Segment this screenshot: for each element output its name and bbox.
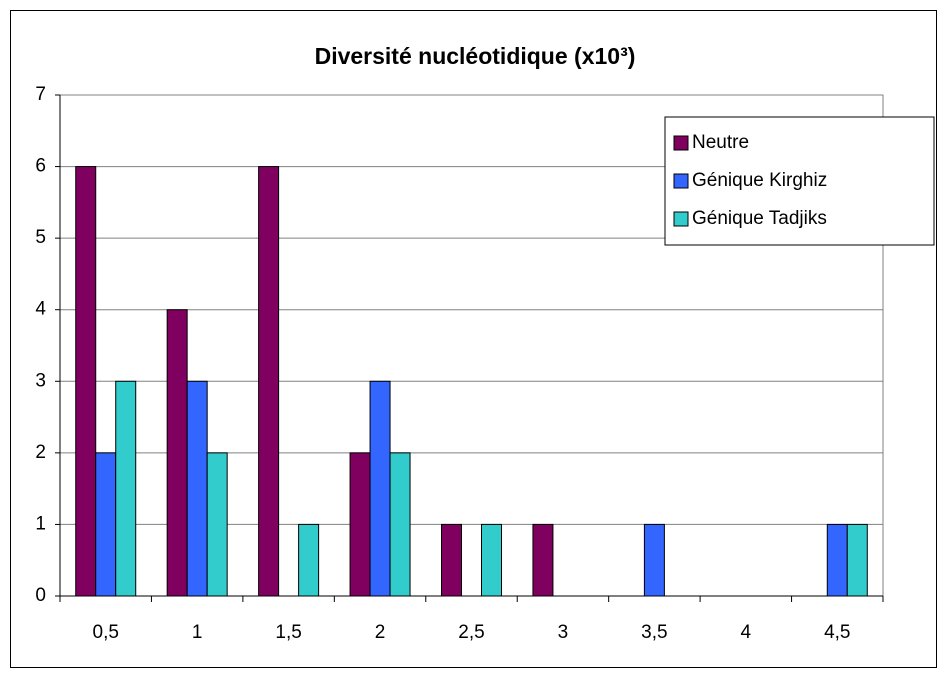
bar [389, 452, 411, 597]
bar [481, 523, 502, 597]
bar [369, 380, 391, 597]
bar [846, 523, 868, 597]
y-tick-label: 4 [35, 299, 46, 320]
x-tick-label: 0,5 [93, 622, 119, 643]
y-tick-label: 3 [35, 370, 46, 391]
bar [532, 523, 554, 597]
x-tick-label: 1,5 [275, 622, 301, 643]
x-tick-label: 4 [741, 622, 752, 643]
bar [643, 523, 665, 597]
legend-label: Neutre [692, 132, 749, 153]
y-tick-label: 1 [35, 513, 46, 534]
chart-title: Diversité nucléotidique (x10³) [315, 43, 636, 69]
y-tick-label: 5 [35, 227, 46, 248]
legend-swatch [673, 211, 689, 227]
bar [166, 309, 188, 597]
x-tick-label: 4,5 [824, 622, 850, 643]
legend-box [664, 116, 935, 246]
y-tick-label: 2 [35, 442, 46, 463]
bar [826, 523, 848, 597]
y-tick-label: 7 [35, 84, 46, 105]
legend-label: Génique Kirghiz [692, 170, 827, 191]
x-tick-label: 1 [192, 622, 203, 643]
legend-swatch [673, 173, 689, 189]
bar [115, 380, 137, 597]
y-tick-label: 6 [35, 156, 46, 177]
x-tick-label: 2 [375, 622, 386, 643]
bar [258, 166, 280, 597]
legend-label: Génique Tadjiks [692, 208, 827, 229]
bar [441, 523, 462, 597]
bar [206, 452, 228, 597]
legend-swatch [673, 135, 689, 151]
bar [298, 523, 320, 597]
y-tick-label: 0 [35, 585, 46, 606]
x-tick-label: 3,5 [641, 622, 667, 643]
bar [95, 452, 117, 597]
bar [75, 166, 97, 597]
bar [349, 452, 371, 597]
x-tick-label: 3 [558, 622, 569, 643]
x-tick-label: 2,5 [458, 622, 484, 643]
bar [186, 380, 208, 597]
